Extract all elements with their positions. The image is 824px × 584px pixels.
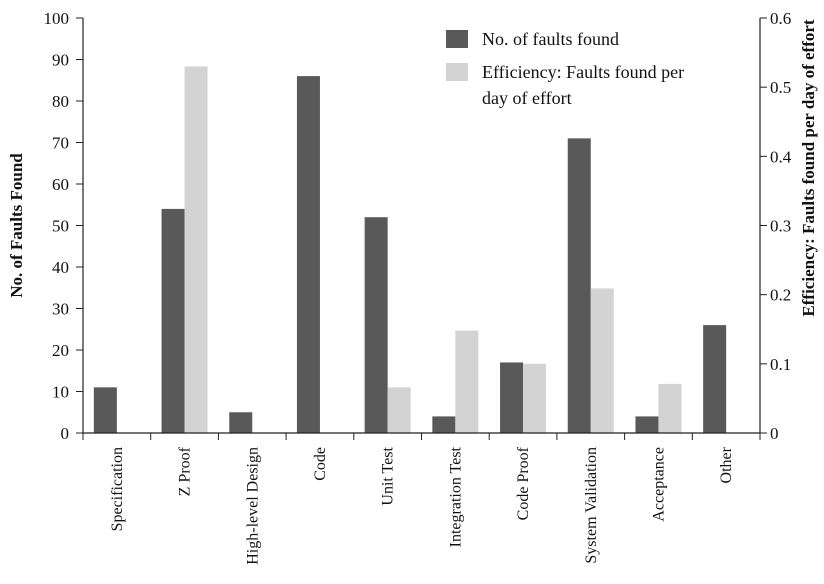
category-label-5: Integration Test [447, 446, 464, 547]
left-tick-label-7: 70 [52, 134, 69, 153]
right-tick-label-4: 0.4 [770, 147, 792, 166]
efficiency-bar-1 [184, 66, 208, 434]
faults-bar-7 [567, 138, 591, 433]
legend: No. of faults found Efficiency: Faults fo… [446, 29, 684, 108]
bars-layer [93, 66, 727, 434]
efficiency-bar-8 [658, 383, 682, 433]
right-tick-label-2: 0.2 [770, 286, 791, 305]
y-axis-right-title: Efficiency: Faults found per day of effo… [799, 19, 818, 316]
efficiency-bar-4 [387, 387, 411, 433]
faults-bar-3 [296, 76, 320, 433]
faults-bar-4 [364, 217, 388, 433]
left-tick-label-0: 0 [61, 424, 70, 443]
legend-swatch-1 [446, 63, 468, 81]
left-tick-label-3: 30 [52, 300, 69, 319]
faults-bar-0 [93, 387, 117, 433]
y-axis-title: No. of Faults Found [7, 153, 26, 298]
right-tick-label-5: 0.5 [770, 78, 791, 97]
category-label-3: Code [312, 447, 329, 481]
faults-bar-5 [432, 416, 456, 433]
category-label-0: Specification [109, 447, 126, 531]
right-tick-label-1: 0.1 [770, 355, 791, 374]
category-label-9: Other [718, 446, 735, 483]
category-label-8: Acceptance [650, 447, 667, 522]
legend-label-0: No. of faults found [482, 29, 619, 49]
faults-bar-9 [703, 325, 727, 433]
left-tick-label-6: 60 [52, 175, 69, 194]
left-tick-label-10: 100 [44, 9, 70, 28]
faults-bar-8 [635, 416, 659, 433]
category-label-1: Z Proof [177, 446, 194, 496]
faults-bar-6 [500, 362, 524, 433]
category-label-4: Unit Test [380, 446, 397, 505]
efficiency-bar-7 [590, 288, 614, 433]
efficiency-bar-5 [455, 330, 479, 433]
efficiency-bar-6 [523, 363, 547, 433]
category-label-6: Code Proof [515, 446, 532, 520]
left-tick-label-4: 40 [52, 258, 69, 277]
right-tick-label-0: 0 [770, 424, 779, 443]
faults-bar-2 [229, 412, 253, 433]
right-tick-label-6: 0.6 [770, 9, 791, 28]
category-label-7: System Validation [583, 447, 600, 564]
left-tick-label-2: 20 [52, 341, 69, 360]
category-label-2: High-level Design [244, 447, 261, 565]
right-tick-label-3: 0.3 [770, 217, 791, 236]
left-tick-label-5: 50 [52, 217, 69, 236]
ticks-layer: 0 10 20 30 40 50 60 70 80 90 100 0 0.1 0.2 0.3 0.4 0.5 0.… [44, 9, 792, 443]
left-tick-label-8: 80 [52, 92, 69, 111]
labels-layer: Specification Z Proof High-level Design Cod… [7, 19, 818, 565]
legend-label-1-line-1: day of effort [482, 88, 572, 108]
left-tick-label-9: 90 [52, 51, 69, 70]
legend-swatch-0 [446, 30, 468, 48]
faults-bar-1 [161, 208, 185, 433]
left-tick-label-1: 10 [52, 383, 69, 402]
legend-label-1: Efficiency: Faults found per [482, 62, 684, 82]
